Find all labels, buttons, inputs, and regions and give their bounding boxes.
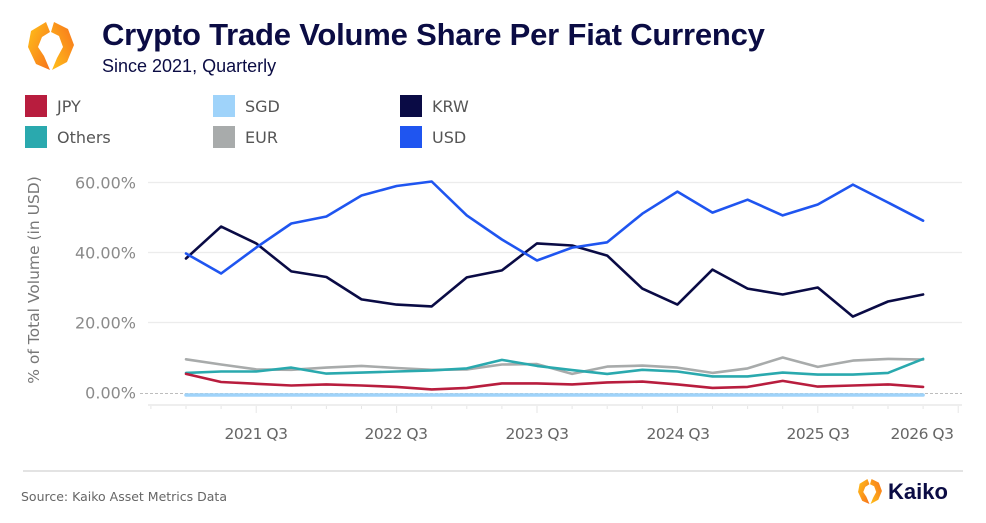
x-tick-label: 2024 Q3 xyxy=(647,425,710,443)
series-line-usd[interactable] xyxy=(184,180,925,275)
kaiko-logo-icon xyxy=(28,22,74,70)
brand-logo: Kaiko xyxy=(857,478,948,505)
x-tick-label: 2022 Q3 xyxy=(365,425,428,443)
legend-item-usd[interactable]: USD xyxy=(400,126,466,148)
legend-label-krw: KRW xyxy=(432,96,469,116)
series-line-eur[interactable] xyxy=(184,356,925,376)
series-line-jpy[interactable] xyxy=(184,372,925,391)
source-note: Source: Kaiko Asset Metrics Data xyxy=(21,489,227,504)
legend-swatch-usd xyxy=(400,126,422,148)
legend: JPY SGD KRW Others EUR USD xyxy=(25,95,625,155)
y-tick-label: 60.00% xyxy=(75,174,136,193)
line-chart: 0.00% 20.00% 40.00% 60.00% 2021 Q3 2022 Q3 202… xyxy=(75,174,962,443)
y-tick-label: 0.00% xyxy=(85,384,136,403)
y-tick-label: 40.00% xyxy=(75,244,136,263)
legend-item-krw[interactable]: KRW xyxy=(400,95,469,117)
y-tick-label: 20.00% xyxy=(75,314,136,333)
legend-label-eur: EUR xyxy=(245,127,278,147)
chart-subtitle: Since 2021, Quarterly xyxy=(102,56,277,76)
series-line-others[interactable] xyxy=(184,357,925,378)
legend-label-others: Others xyxy=(57,127,111,147)
x-tick-label: 2025 Q3 xyxy=(787,425,850,443)
legend-swatch-sgd xyxy=(213,95,235,117)
legend-label-jpy: JPY xyxy=(57,96,81,116)
x-tick-label: 2026 Q3 xyxy=(891,425,954,443)
x-tick-label: 2021 Q3 xyxy=(225,425,288,443)
legend-swatch-jpy xyxy=(25,95,47,117)
series-line-krw[interactable] xyxy=(184,225,925,318)
legend-label-usd: USD xyxy=(432,127,467,147)
legend-swatch-eur xyxy=(213,126,235,148)
legend-item-others[interactable]: Others xyxy=(25,126,111,148)
chart-title: Crypto Trade Volume Share Per Fiat Curre… xyxy=(102,17,765,52)
kaiko-small-logo-icon xyxy=(858,479,882,504)
footer-divider xyxy=(23,470,963,472)
x-tick-label: 2023 Q3 xyxy=(506,425,569,443)
legend-swatch-others xyxy=(25,126,47,148)
legend-label-sgd: SGD xyxy=(245,96,280,116)
legend-item-jpy[interactable]: JPY xyxy=(25,95,81,117)
brand-name: Kaiko xyxy=(888,478,948,504)
legend-swatch-krw xyxy=(400,95,422,117)
legend-item-eur[interactable]: EUR xyxy=(213,126,278,148)
legend-item-sgd[interactable]: SGD xyxy=(213,95,280,117)
